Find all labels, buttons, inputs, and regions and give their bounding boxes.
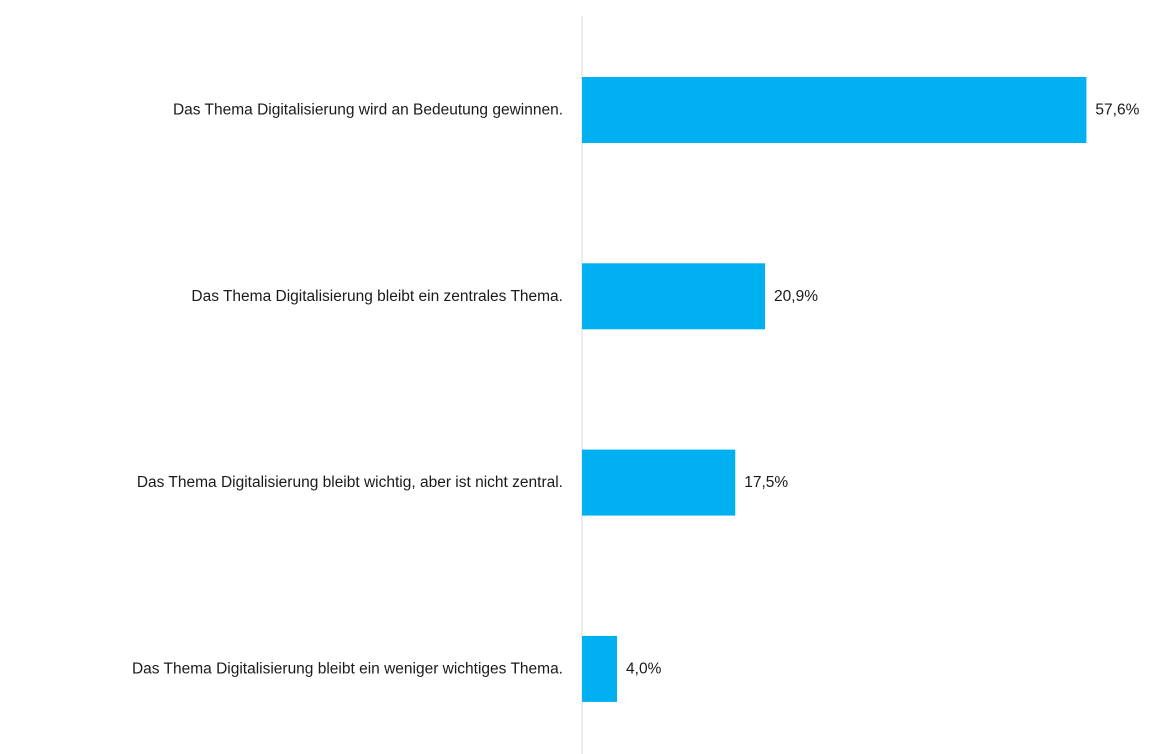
category-label: Das Thema Digitalisierung bleibt wichtig… (137, 474, 563, 491)
value-label: 20,9% (774, 288, 818, 305)
category-label: Das Thema Digitalisierung bleibt ein zen… (191, 288, 563, 305)
bar (582, 635, 618, 702)
category-label: Das Thema Digitalisierung wird an Bedeut… (173, 102, 563, 119)
bars-group (582, 77, 1087, 702)
value-label: 17,5% (744, 474, 788, 491)
bar (582, 449, 736, 516)
bar (582, 263, 766, 330)
labels-group: Das Thema Digitalisierung wird an Bedeut… (132, 102, 1140, 678)
bar (582, 77, 1087, 143)
category-label: Das Thema Digitalisierung bleibt ein wen… (132, 660, 563, 677)
value-label: 4,0% (626, 660, 662, 677)
value-label: 57,6% (1095, 102, 1139, 119)
